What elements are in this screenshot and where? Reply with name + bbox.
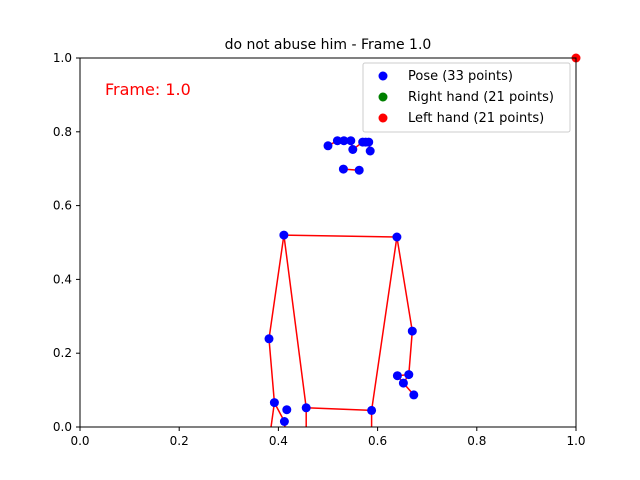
pose-point — [392, 371, 402, 381]
x-tick-label: 0.8 — [467, 434, 486, 448]
legend-marker-pose — [378, 71, 388, 81]
legend-marker-left-hand — [378, 113, 388, 123]
pose-point — [365, 146, 375, 156]
x-tick-label: 0.0 — [70, 434, 89, 448]
skeleton-line — [270, 402, 276, 427]
x-tick-label: 0.4 — [269, 434, 288, 448]
y-tick-label: 0.6 — [53, 199, 72, 213]
skeleton-line — [283, 234, 397, 238]
x-tick-label: 1.0 — [566, 434, 585, 448]
pose-point — [392, 232, 402, 242]
x-tick-label: 0.2 — [170, 434, 189, 448]
frame-annotation: Frame: 1.0 — [105, 80, 191, 99]
pose-point — [323, 141, 333, 151]
legend-box — [362, 62, 571, 133]
legend-marker-right-hand — [378, 92, 388, 102]
x-tick-label: 0.6 — [368, 434, 387, 448]
y-tick-label: 0.4 — [53, 272, 72, 286]
x-axis-ticks: 0.0 0.2 0.4 0.6 0.8 1.0 — [70, 427, 586, 448]
legend-label-left-hand: Left hand (21 points) — [408, 111, 544, 126]
pose-point — [279, 417, 289, 426]
pose-point — [332, 136, 342, 146]
pose-point — [348, 145, 358, 154]
pose-point — [407, 326, 417, 336]
pose-point — [346, 136, 356, 146]
pose-point — [301, 403, 311, 413]
pose-point — [354, 165, 364, 175]
pose-point — [339, 136, 349, 146]
chart-title: do not abuse him - Frame 1.0 — [225, 37, 432, 53]
pose-point — [409, 390, 419, 400]
data-points — [264, 53, 581, 426]
pose-point — [398, 378, 408, 388]
y-axis-ticks: 0.0 0.2 0.4 0.6 0.8 1.0 — [53, 51, 80, 434]
pose-point — [364, 137, 374, 147]
y-tick-label: 0.0 — [53, 420, 72, 434]
legend-label-right-hand: Right hand (21 points) — [408, 90, 554, 105]
legend: Pose (33 points) Right hand (21 points) … — [362, 62, 571, 133]
pose-point — [264, 334, 274, 344]
pose-point — [404, 370, 414, 380]
pose-point — [338, 164, 348, 174]
plot-frame — [79, 57, 577, 428]
y-tick-label: 0.2 — [53, 346, 72, 360]
pose-point — [269, 398, 279, 408]
y-tick-label: 0.8 — [53, 125, 72, 139]
pose-point — [279, 230, 289, 240]
pose-point — [282, 405, 292, 415]
y-tick-label: 1.0 — [53, 51, 72, 65]
pose-point — [367, 405, 377, 415]
legend-label-pose: Pose (33 points) — [408, 69, 513, 84]
